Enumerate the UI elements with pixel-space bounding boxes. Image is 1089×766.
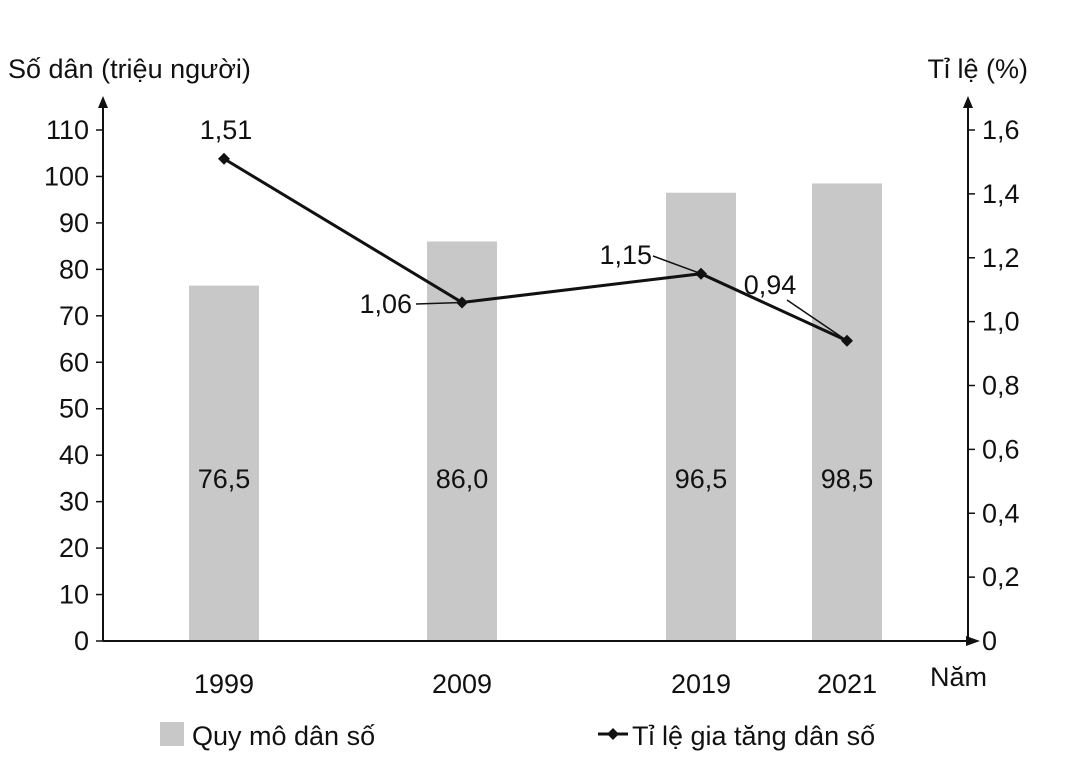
- bar-value-label: 96,5: [675, 464, 728, 494]
- y-tick-label: 100: [44, 161, 89, 191]
- y-tick-label: 10: [59, 580, 89, 610]
- y-tick-label: 0: [74, 626, 89, 656]
- bar-2019: [666, 192, 736, 642]
- bar-value-label: 76,5: [198, 464, 251, 494]
- x-tick-label: 2021: [817, 669, 877, 699]
- y-tick-label: 70: [59, 301, 89, 331]
- y2-tick-label: 1,2: [982, 243, 1020, 273]
- leader-line: [652, 255, 702, 275]
- y2-tick-label: 1,4: [982, 179, 1020, 209]
- x-tick-label: 1999: [194, 669, 254, 699]
- legend-label-line: Tỉ lệ gia tăng dân số: [632, 721, 875, 751]
- legend-label-bar: Quy mô dân số: [192, 721, 375, 751]
- bar-2021: [812, 183, 882, 641]
- leader-line: [786, 299, 848, 342]
- legend-swatch-bar: [160, 722, 184, 746]
- x-tick-label: 2019: [671, 669, 731, 699]
- y-tick-label: 60: [59, 347, 89, 377]
- y2-tick-label: 0,2: [982, 562, 1020, 592]
- line-value-label: 1,51: [200, 115, 253, 145]
- y2-tick-label: 0,6: [982, 434, 1020, 464]
- x-tick-label: 2009: [432, 669, 492, 699]
- y2-tick-label: 1,0: [982, 307, 1020, 337]
- y2-tick-label: 1,6: [982, 115, 1020, 145]
- y-axis-left-arrow-icon: [98, 96, 108, 108]
- line-series: [223, 157, 848, 343]
- y2-tick-label: 0: [982, 626, 997, 656]
- line-value-label: 1,15: [599, 240, 652, 270]
- x-axis-title: Năm: [930, 662, 987, 692]
- bar-value-label: 98,5: [821, 464, 874, 494]
- y-tick-label: 110: [46, 115, 89, 145]
- y-axis-title: Số dân (triệu người): [8, 54, 251, 84]
- y-tick-label: 40: [59, 440, 89, 470]
- legend-diamond-icon: [607, 728, 619, 740]
- y-tick-label: 90: [59, 208, 89, 238]
- line-value-label: 1,06: [359, 289, 412, 319]
- bar-value-label: 86,0: [436, 464, 489, 494]
- y2-tick-label: 0,8: [982, 371, 1020, 401]
- y-tick-label: 20: [59, 533, 89, 563]
- y2-axis-title: Tỉ lệ (%): [928, 54, 1029, 84]
- y-tick-label: 30: [59, 487, 89, 517]
- bar-1999: [189, 285, 259, 641]
- y-tick-label: 80: [59, 254, 89, 284]
- y2-tick-label: 0,4: [982, 498, 1020, 528]
- leader-line: [415, 301, 463, 305]
- line-point-1999: [218, 152, 230, 165]
- line-value-label: 0,94: [744, 270, 797, 300]
- y-tick-label: 50: [59, 394, 89, 424]
- y-axis-right-arrow-icon: [963, 96, 973, 108]
